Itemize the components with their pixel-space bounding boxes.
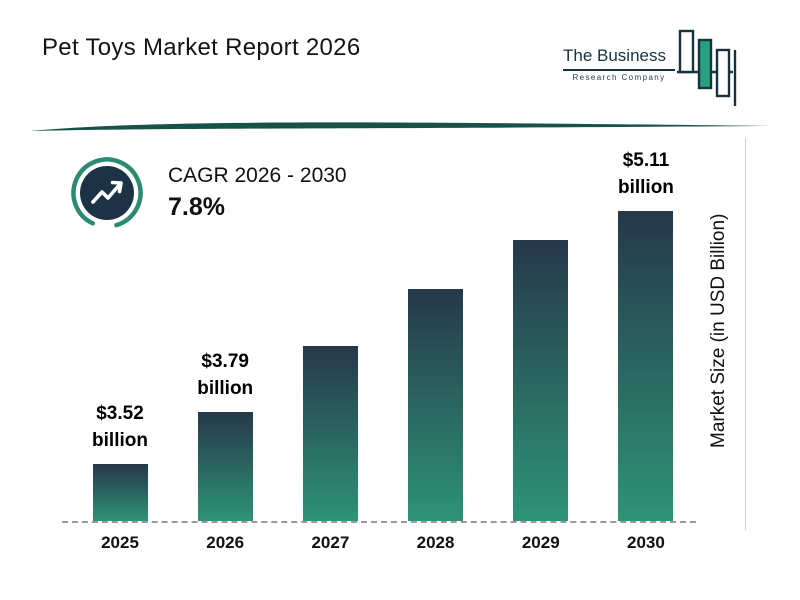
right-axis-line bbox=[745, 138, 746, 530]
page-title: Pet Toys Market Report 2026 bbox=[42, 34, 361, 61]
bar-2025 bbox=[92, 464, 148, 521]
bar-2029 bbox=[513, 240, 569, 521]
cagr-text: CAGR 2026 - 2030 7.8% bbox=[168, 164, 347, 222]
x-axis-label-2025: 2025 bbox=[101, 533, 139, 552]
x-axis-label-2030: 2030 bbox=[627, 533, 665, 552]
bar-value-label-2030: $5.11 billion bbox=[617, 149, 674, 199]
header-divider-swoosh bbox=[30, 122, 770, 131]
bar-column-2025: $3.52 billion bbox=[85, 400, 155, 521]
bar-2026 bbox=[197, 412, 253, 521]
x-axis-labels: 2025 2026 2027 2028 2029 2030 bbox=[85, 533, 681, 553]
company-logo-bars-icon bbox=[677, 29, 737, 106]
bar-column-2026: $3.79 billion bbox=[190, 348, 260, 521]
bar-value-label-2026: $3.79 billion bbox=[197, 350, 254, 400]
x-axis-baseline bbox=[62, 521, 696, 523]
x-axis-label-2029: 2029 bbox=[521, 533, 560, 552]
x-axis-label-2028: 2028 bbox=[416, 533, 455, 552]
bar-column-2029 bbox=[506, 240, 576, 521]
bar-column-2027 bbox=[295, 346, 365, 521]
growth-trend-icon bbox=[71, 157, 143, 229]
bar-column-2030: $5.11 billion bbox=[611, 147, 681, 521]
bar-2030 bbox=[618, 211, 674, 521]
company-subtitle: Research Company bbox=[572, 73, 666, 82]
company-logo: The Business Research Company bbox=[563, 26, 758, 110]
x-axis-label-2027: 2027 bbox=[311, 533, 350, 552]
bar-column-2028 bbox=[401, 289, 471, 521]
bar-chart: $3.52 billion $3.79 billion $5.11 billion bbox=[85, 140, 681, 521]
company-logo-text: The Business Research Company bbox=[563, 46, 675, 82]
bar-2028 bbox=[408, 289, 464, 521]
bar-2027 bbox=[302, 346, 358, 521]
cagr-value: 7.8% bbox=[168, 193, 225, 221]
bar-value-label-2025: $3.52 billion bbox=[92, 402, 148, 452]
company-name: The Business bbox=[563, 46, 675, 71]
x-axis-label-2026: 2026 bbox=[206, 533, 245, 552]
cagr-callout: CAGR 2026 - 2030 7.8% bbox=[70, 156, 347, 230]
y-axis-label: Market Size (in USD Billion) bbox=[708, 213, 729, 448]
cagr-label: CAGR 2026 - 2030 bbox=[168, 164, 347, 187]
